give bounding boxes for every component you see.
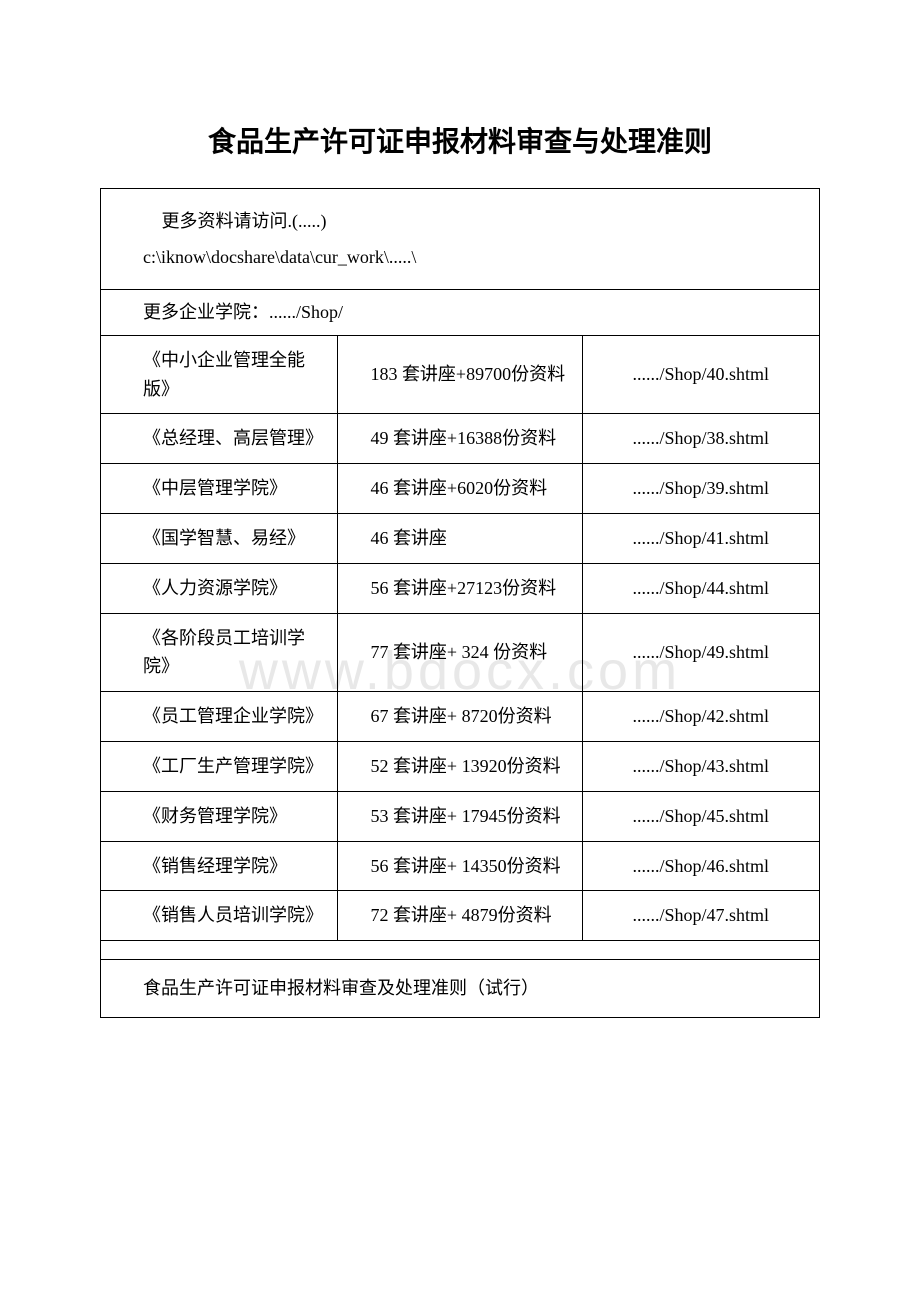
course-desc: 46 套讲座+6020份资料 xyxy=(338,464,582,514)
table-row: 《国学智慧、易经》 46 套讲座 ....../Shop/41.shtml xyxy=(101,513,819,563)
course-desc: 77 套讲座+ 324 份资料 xyxy=(338,613,582,692)
course-link[interactable]: ....../Shop/44.shtml xyxy=(582,563,819,613)
course-link[interactable]: ....../Shop/41.shtml xyxy=(582,513,819,563)
table-row: 《人力资源学院》 56 套讲座+27123份资料 ....../Shop/44.… xyxy=(101,563,819,613)
intro-line-2: c:\iknow\docshare\data\cur_work\.....\ xyxy=(143,239,801,275)
table-header-cell: 更多企业学院：....../Shop/ xyxy=(101,290,819,336)
table-row: 《各阶段员工培训学院》 77 套讲座+ 324 份资料 ....../Shop/… xyxy=(101,613,819,692)
table-row: 《中层管理学院》 46 套讲座+6020份资料 ....../Shop/39.s… xyxy=(101,464,819,514)
intro-line-1: 􀀀 更多资料请访问.(.....) xyxy=(143,203,801,239)
course-link[interactable]: ....../Shop/46.shtml xyxy=(582,841,819,891)
course-desc: 49 套讲座+16388份资料 xyxy=(338,414,582,464)
course-name: 《中层管理学院》 xyxy=(101,464,338,514)
content-box: 􀀀 更多资料请访问.(.....) c:\iknow\docshare\data… xyxy=(100,188,820,1018)
course-desc: 72 套讲座+ 4879份资料 xyxy=(338,891,582,941)
table-row: 《员工管理企业学院》 67 套讲座+ 8720份资料 ....../Shop/4… xyxy=(101,692,819,742)
table-row: 《销售经理学院》 56 套讲座+ 14350份资料 ....../Shop/46… xyxy=(101,841,819,891)
course-name: 《中小企业管理全能版》 xyxy=(101,335,338,414)
spacer-cell xyxy=(101,941,819,960)
table-row: 《工厂生产管理学院》 52 套讲座+ 13920份资料 ....../Shop/… xyxy=(101,741,819,791)
course-link[interactable]: ....../Shop/45.shtml xyxy=(582,791,819,841)
table-row: 《总经理、高层管理》 49 套讲座+16388份资料 ....../Shop/3… xyxy=(101,414,819,464)
table-header-row: 更多企业学院：....../Shop/ xyxy=(101,290,819,336)
resource-table: 更多企业学院：....../Shop/ 《中小企业管理全能版》 183 套讲座+… xyxy=(101,289,819,1018)
table-row: 《财务管理学院》 53 套讲座+ 17945份资料 ....../Shop/45… xyxy=(101,791,819,841)
spacer-row xyxy=(101,941,819,960)
course-link[interactable]: ....../Shop/47.shtml xyxy=(582,891,819,941)
document-title: 食品生产许可证申报材料审查与处理准则 xyxy=(100,120,820,160)
footer-row: 食品生产许可证申报材料审查及处理准则（试行） xyxy=(101,960,819,1018)
course-name: 《销售经理学院》 xyxy=(101,841,338,891)
course-name: 《财务管理学院》 xyxy=(101,791,338,841)
intro-block: 􀀀 更多资料请访问.(.....) c:\iknow\docshare\data… xyxy=(101,189,819,289)
course-link[interactable]: ....../Shop/42.shtml xyxy=(582,692,819,742)
course-name: 《工厂生产管理学院》 xyxy=(101,741,338,791)
course-desc: 46 套讲座 xyxy=(338,513,582,563)
course-name: 《国学智慧、易经》 xyxy=(101,513,338,563)
course-desc: 53 套讲座+ 17945份资料 xyxy=(338,791,582,841)
table-row: 《销售人员培训学院》 72 套讲座+ 4879份资料 ....../Shop/4… xyxy=(101,891,819,941)
course-name: 《员工管理企业学院》 xyxy=(101,692,338,742)
course-link[interactable]: ....../Shop/40.shtml xyxy=(582,335,819,414)
page-container: 食品生产许可证申报材料审查与处理准则 􀀀 更多资料请访问.(.....) c:\… xyxy=(0,0,920,1078)
course-link[interactable]: ....../Shop/39.shtml xyxy=(582,464,819,514)
course-desc: 52 套讲座+ 13920份资料 xyxy=(338,741,582,791)
course-name: 《人力资源学院》 xyxy=(101,563,338,613)
course-link[interactable]: ....../Shop/43.shtml xyxy=(582,741,819,791)
course-name: 《总经理、高层管理》 xyxy=(101,414,338,464)
course-desc: 56 套讲座+27123份资料 xyxy=(338,563,582,613)
course-name: 《销售人员培训学院》 xyxy=(101,891,338,941)
course-desc: 183 套讲座+89700份资料 xyxy=(338,335,582,414)
course-name: 《各阶段员工培训学院》 xyxy=(101,613,338,692)
table-row: 《中小企业管理全能版》 183 套讲座+89700份资料 ....../Shop… xyxy=(101,335,819,414)
course-link[interactable]: ....../Shop/49.shtml xyxy=(582,613,819,692)
course-link[interactable]: ....../Shop/38.shtml xyxy=(582,414,819,464)
footer-cell: 食品生产许可证申报材料审查及处理准则（试行） xyxy=(101,960,819,1018)
course-desc: 67 套讲座+ 8720份资料 xyxy=(338,692,582,742)
course-desc: 56 套讲座+ 14350份资料 xyxy=(338,841,582,891)
